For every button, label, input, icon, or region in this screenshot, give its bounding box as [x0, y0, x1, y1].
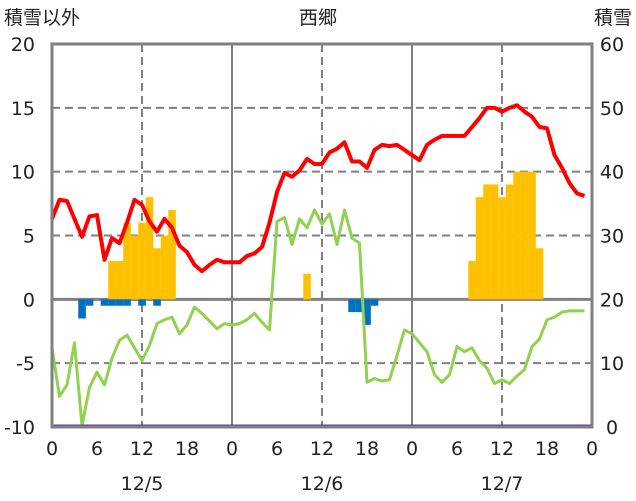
yellow-bar — [130, 235, 139, 300]
x-tick-label: 0 — [586, 438, 598, 460]
yellow-bar — [303, 273, 311, 300]
left-tick-label: 5 — [23, 226, 35, 248]
blue-bar — [153, 299, 161, 306]
date-label: 12/7 — [481, 473, 524, 495]
date-label: 12/5 — [121, 473, 164, 495]
yellow-bar — [168, 209, 176, 300]
yellow-bar — [115, 261, 124, 300]
yellow-bar — [475, 197, 484, 300]
yellow-bar — [483, 184, 491, 300]
yellow-bar — [123, 222, 131, 300]
yellow-bar — [108, 261, 116, 300]
yellow-bar — [505, 184, 514, 300]
blue-bar — [363, 299, 371, 325]
left-tick-label: 15 — [11, 98, 35, 120]
blue-bar — [370, 299, 379, 306]
yellow-bar — [145, 197, 154, 300]
x-tick-label: 6 — [91, 438, 103, 460]
chart-title: 西郷 — [299, 7, 337, 29]
blue-bar — [100, 299, 109, 306]
left-tick-label: 20 — [11, 34, 35, 56]
yellow-bar — [520, 171, 529, 300]
blue-bar — [108, 299, 116, 306]
right-tick-label: 0 — [606, 417, 618, 439]
plot-frame — [50, 42, 594, 429]
yellow-bar — [535, 248, 544, 300]
right-tick-label: 60 — [600, 34, 624, 56]
right-tick-label: 30 — [600, 226, 624, 248]
right-tick-label: 50 — [600, 98, 624, 120]
x-tick-label: 18 — [355, 438, 379, 460]
blue-bar — [85, 299, 94, 306]
left-tick-label: -10 — [4, 417, 35, 439]
blue-bar — [348, 299, 356, 313]
right-tick-label: 40 — [600, 162, 624, 184]
yellow-bar — [528, 171, 536, 300]
blue-bar — [355, 299, 364, 313]
blue-bar — [123, 299, 131, 306]
x-tick-label: 12 — [130, 438, 154, 460]
green-line — [50, 208, 585, 428]
x-tick-label: 18 — [535, 438, 559, 460]
x-tick-label: 6 — [271, 438, 283, 460]
x-tick-label: 0 — [406, 438, 418, 460]
blue-bar — [115, 299, 124, 306]
x-tick-label: 6 — [451, 438, 463, 460]
red-line — [50, 103, 586, 274]
x-tick-label: 0 — [46, 438, 58, 460]
bars — [78, 171, 544, 325]
yellow-bar — [160, 235, 169, 300]
left-axis-label: 積雪以外 — [4, 7, 80, 29]
right-tick-label: 20 — [600, 289, 624, 311]
yellow-bar — [153, 248, 161, 300]
yellow-bar — [490, 184, 499, 300]
yellow-bar — [138, 222, 146, 300]
left-tick-label: 10 — [11, 162, 35, 184]
blue-bar — [138, 299, 146, 306]
yellow-bar — [498, 197, 506, 300]
blue-bar — [78, 299, 86, 319]
x-tick-label: 18 — [175, 438, 199, 460]
date-label: 12/6 — [301, 473, 344, 495]
x-tick-label: 0 — [226, 438, 238, 460]
frame — [50, 42, 594, 429]
yellow-bar — [513, 171, 521, 300]
left-tick-label: -5 — [16, 353, 35, 375]
x-tick-label: 12 — [490, 438, 514, 460]
left-tick-label: 0 — [23, 289, 35, 311]
right-tick-label: 10 — [600, 353, 624, 375]
right-axis-label: 積雪 — [594, 7, 632, 29]
yellow-bar — [468, 261, 476, 300]
x-tick-label: 12 — [310, 438, 334, 460]
